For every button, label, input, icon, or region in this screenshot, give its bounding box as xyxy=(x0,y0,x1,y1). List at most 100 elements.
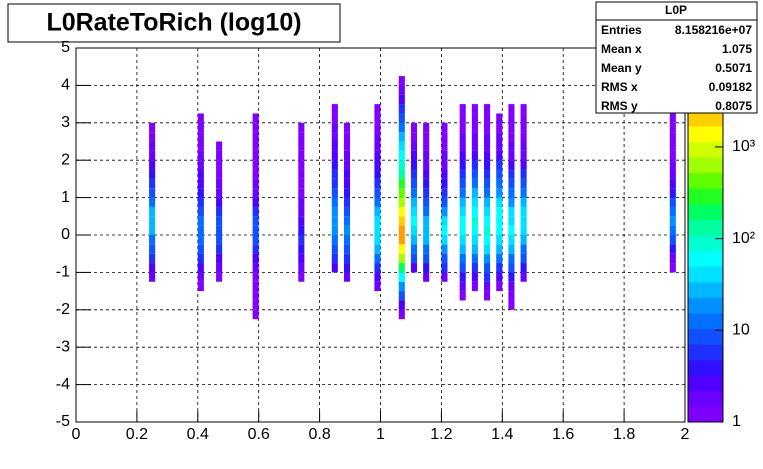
cell xyxy=(669,113,676,123)
cell xyxy=(331,160,338,170)
cell xyxy=(471,253,478,264)
cell xyxy=(149,263,156,273)
cell xyxy=(484,244,491,254)
cell xyxy=(197,169,204,179)
cell xyxy=(343,132,351,142)
cell xyxy=(459,263,466,273)
cell xyxy=(197,216,204,226)
cell xyxy=(496,216,503,226)
cell xyxy=(252,122,259,133)
cell xyxy=(331,132,338,142)
cell xyxy=(508,188,515,198)
cell xyxy=(459,113,466,123)
cell xyxy=(471,206,478,217)
cell xyxy=(374,225,381,235)
cell xyxy=(496,160,503,170)
cell xyxy=(508,132,515,142)
cell xyxy=(410,216,418,226)
cell xyxy=(197,253,204,264)
cell xyxy=(398,150,405,161)
cell xyxy=(398,85,405,95)
cell xyxy=(484,169,491,179)
cell xyxy=(331,113,338,123)
cell xyxy=(669,160,676,170)
cell xyxy=(669,122,676,133)
cell xyxy=(669,132,676,142)
cell xyxy=(508,206,515,217)
cell xyxy=(496,122,503,133)
cell xyxy=(459,150,466,161)
stats-value: 8.158216e+07 xyxy=(675,23,752,37)
cell xyxy=(216,169,223,179)
cell xyxy=(496,206,503,217)
cell xyxy=(149,272,156,282)
cell xyxy=(520,225,527,235)
cell xyxy=(331,206,338,217)
cell xyxy=(374,253,381,264)
cell xyxy=(459,291,466,301)
cell xyxy=(374,122,381,133)
cell xyxy=(343,244,351,254)
cell xyxy=(343,253,351,264)
cell xyxy=(496,141,503,151)
cell xyxy=(149,132,156,142)
cell xyxy=(423,263,430,273)
cell xyxy=(669,225,676,235)
cell xyxy=(441,122,448,133)
cell xyxy=(410,160,418,170)
cell xyxy=(398,188,405,198)
cell xyxy=(216,188,223,198)
cell xyxy=(331,244,338,254)
cell xyxy=(441,272,448,282)
cell xyxy=(398,309,405,320)
cell xyxy=(398,272,405,282)
y-tick-label: 1 xyxy=(61,189,70,206)
cell xyxy=(197,272,204,282)
cell xyxy=(197,225,204,235)
cell xyxy=(252,169,259,179)
y-tick-label: 2 xyxy=(61,151,70,168)
cell xyxy=(252,160,259,170)
cell xyxy=(459,281,466,292)
cell xyxy=(508,263,515,273)
cell xyxy=(459,206,466,217)
cell xyxy=(520,132,527,142)
cell xyxy=(374,244,381,254)
cell xyxy=(374,150,381,161)
cell xyxy=(331,104,338,114)
cell xyxy=(252,300,259,310)
cell xyxy=(484,235,491,245)
cell xyxy=(298,160,305,170)
cell xyxy=(441,178,448,189)
cell xyxy=(496,178,503,189)
cell xyxy=(374,141,381,151)
cell xyxy=(216,216,223,226)
axis-frame xyxy=(75,47,686,423)
cell xyxy=(423,122,430,133)
cell xyxy=(441,216,448,226)
cell xyxy=(398,235,405,245)
stats-value: 0.8075 xyxy=(715,99,752,113)
cell xyxy=(508,281,515,292)
colorbar-tick-label: 10² xyxy=(732,230,756,247)
cell xyxy=(149,244,156,254)
colorbar-band xyxy=(688,297,723,314)
cell xyxy=(441,244,448,254)
cell xyxy=(343,206,351,217)
cell xyxy=(343,225,351,235)
cell xyxy=(298,263,305,273)
cell xyxy=(423,253,430,264)
cell xyxy=(484,178,491,189)
cell xyxy=(423,150,430,161)
cell xyxy=(669,188,676,198)
stats-label: Mean x xyxy=(601,42,642,56)
cell xyxy=(149,225,156,235)
cell xyxy=(216,235,223,245)
cell xyxy=(471,178,478,189)
cell xyxy=(298,225,305,235)
cell xyxy=(149,169,156,179)
cell xyxy=(471,263,478,273)
cell xyxy=(298,188,305,198)
cell xyxy=(471,235,478,245)
